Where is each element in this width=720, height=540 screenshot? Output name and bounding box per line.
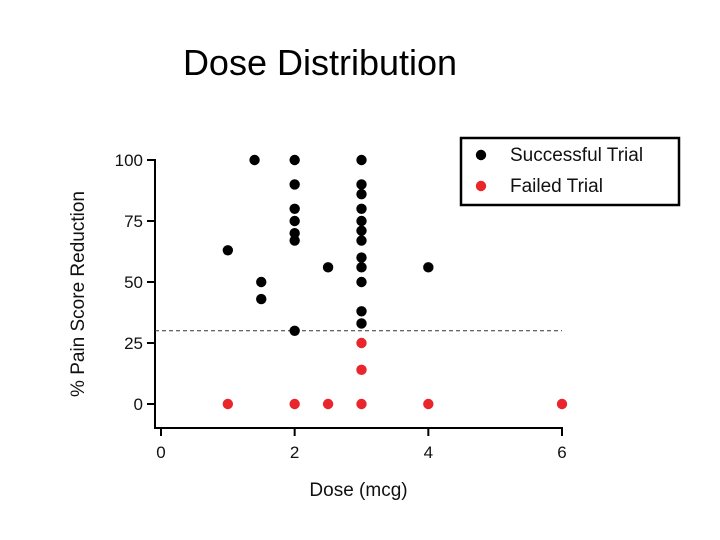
successful-trial-point <box>289 325 300 336</box>
data-points <box>222 154 568 410</box>
successful-trial-point <box>289 179 300 190</box>
successful-trial-point <box>356 188 367 200</box>
legend-label: Failed Trial <box>510 176 603 197</box>
legend-marker <box>475 180 487 192</box>
y-axis-title: % Pain Score Reduction <box>68 191 89 397</box>
successful-trial-point <box>356 225 367 236</box>
successful-trial-point <box>423 262 434 273</box>
successful-trial-point <box>356 318 367 329</box>
successful-trial-point <box>356 215 367 227</box>
y-tick-label: 100 <box>115 151 143 170</box>
failed-trial-point <box>356 337 367 349</box>
failed-trial-point <box>322 398 334 410</box>
successful-trial-point <box>356 276 367 288</box>
successful-trial-point <box>356 235 367 246</box>
successful-trial-point <box>222 245 234 256</box>
chart-title: Dose Distribution <box>182 42 458 83</box>
x-tick-label: 0 <box>156 443 165 462</box>
y-tick-label: 50 <box>124 273 143 292</box>
successful-trial-point <box>289 235 300 246</box>
successful-trial-point <box>356 154 367 166</box>
successful-trial-point <box>256 293 267 305</box>
x-ticks: 0 2 4 6 <box>156 428 567 462</box>
y-tick-label: 0 <box>134 395 143 414</box>
successful-trial-point <box>289 228 300 239</box>
x-tick-label: 6 <box>557 443 566 462</box>
successful-trial-point <box>256 276 267 288</box>
x-tick-label: 2 <box>290 443 299 462</box>
successful-trial-point <box>249 154 260 166</box>
x-tick-label: 4 <box>424 443 433 462</box>
failed-trial-point <box>556 398 568 410</box>
failed-trial-point <box>222 398 234 410</box>
legend-marker <box>475 149 487 161</box>
legend-label: Successful Trial <box>510 145 643 166</box>
successful-trial-point <box>289 203 300 214</box>
successful-trial-point <box>289 154 300 166</box>
x-axis-title: Dose (mcg) <box>309 480 407 501</box>
successful-trial-point <box>356 262 367 273</box>
failed-trial-point <box>289 398 300 410</box>
y-tick-label: 75 <box>124 212 143 231</box>
successful-trial-point <box>356 252 367 263</box>
legend-box <box>459 136 681 207</box>
legend: Successful Trial Failed Trial <box>459 136 681 207</box>
failed-trial-point <box>423 398 434 410</box>
successful-trial-point <box>356 306 367 317</box>
successful-trial-point <box>322 262 334 273</box>
successful-trial-point <box>289 215 300 227</box>
successful-trial-point <box>356 203 367 214</box>
successful-trial-point <box>356 179 367 190</box>
y-ticks: 0 25 50 75 100 <box>115 151 155 414</box>
failed-trial-point <box>356 364 367 376</box>
failed-trial-point <box>356 398 367 410</box>
axes <box>154 159 563 429</box>
y-tick-label: 25 <box>124 334 143 353</box>
